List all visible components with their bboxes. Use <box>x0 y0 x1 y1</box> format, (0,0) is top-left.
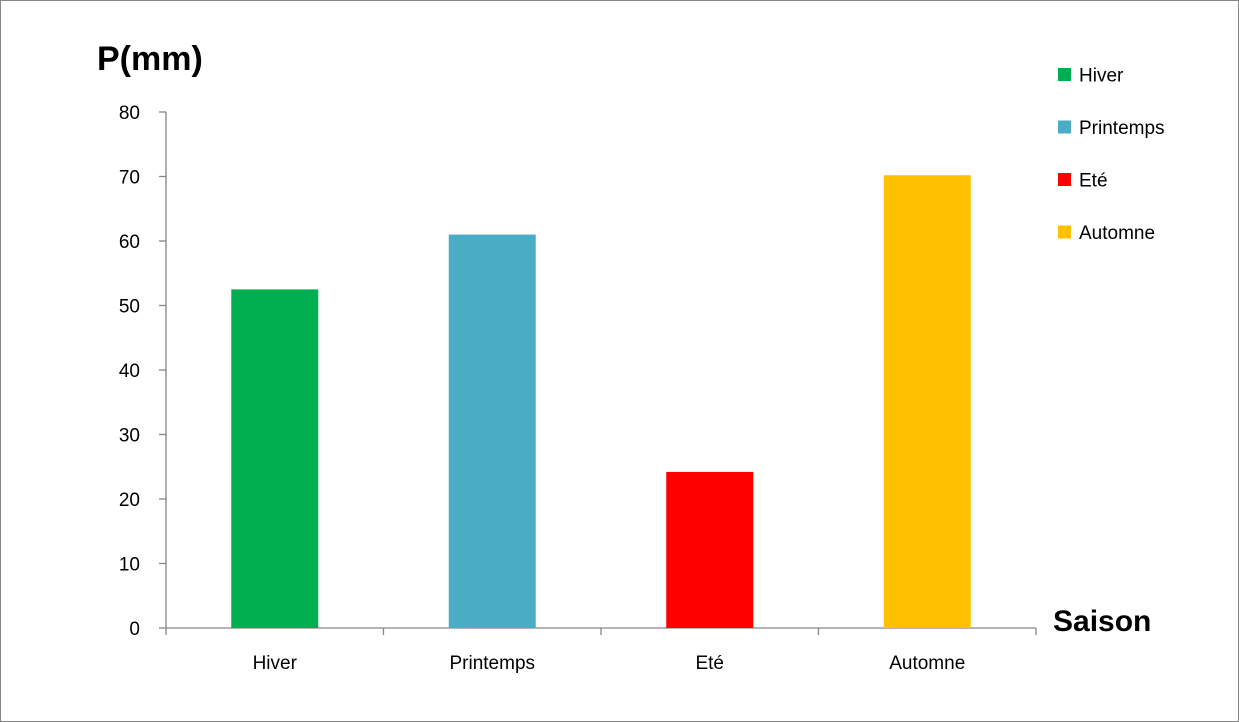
legend-swatch <box>1058 68 1071 81</box>
y-tick-label: 10 <box>119 555 140 576</box>
y-tick-label: 80 <box>119 103 140 124</box>
bar <box>883 175 971 628</box>
y-tick-label: 60 <box>119 232 140 253</box>
bar <box>666 471 754 628</box>
legend-swatch <box>1058 173 1071 186</box>
legend: Hiver Printemps Eté Automne <box>1058 66 1165 244</box>
x-axis-title: Saison <box>1053 605 1151 638</box>
y-axis: 0 10 20 30 40 50 60 70 80 <box>119 103 167 640</box>
x-tick-label: Printemps <box>449 653 535 674</box>
y-tick-label: 20 <box>119 490 140 511</box>
legend-swatch <box>1058 225 1071 239</box>
y-tick-label: 40 <box>119 361 140 382</box>
bar <box>448 234 536 629</box>
y-tick-label: 70 <box>119 168 140 189</box>
x-tick-label: Automne <box>889 653 965 674</box>
legend-label: Eté <box>1079 171 1108 192</box>
x-axis: Hiver Printemps Eté Automne <box>165 627 1037 674</box>
y-tick-label: 30 <box>119 426 140 447</box>
bar <box>231 289 319 628</box>
legend-label: Hiver <box>1079 66 1124 87</box>
legend-label: Printemps <box>1079 118 1165 139</box>
legend-swatch <box>1058 120 1071 134</box>
x-tick-label: Eté <box>695 653 724 674</box>
x-tick-label: Hiver <box>253 653 298 674</box>
y-tick-label: 50 <box>119 297 140 318</box>
legend-label: Automne <box>1079 223 1155 244</box>
y-tick-label: 0 <box>129 619 140 640</box>
y-axis-title: P(mm) <box>97 40 203 78</box>
bars <box>231 175 971 629</box>
